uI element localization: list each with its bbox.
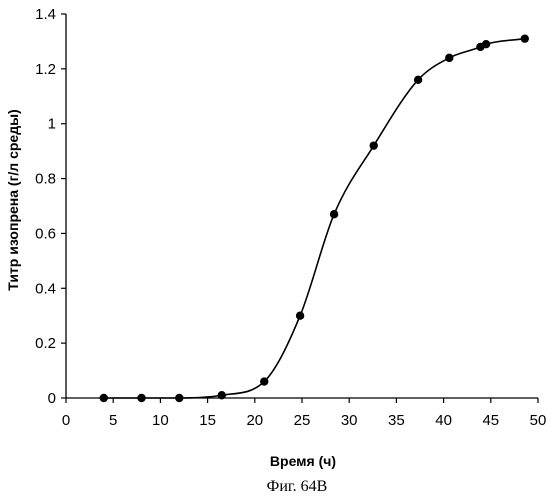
data-point <box>521 34 529 42</box>
y-tick-label: 0.4 <box>35 280 56 297</box>
y-tick-label: 1 <box>48 116 56 133</box>
x-tick-label: 40 <box>435 412 452 429</box>
data-point <box>414 76 422 84</box>
data-point <box>137 394 145 402</box>
x-tick-label: 10 <box>152 412 169 429</box>
x-tick-label: 30 <box>341 412 358 429</box>
data-point <box>370 141 378 149</box>
y-axis-title: Титр изопрена (г/л среды) <box>5 109 21 290</box>
data-point <box>296 312 304 320</box>
x-tick-label: 25 <box>294 412 311 429</box>
data-point <box>218 391 226 399</box>
y-tick-label: 1.4 <box>35 6 56 23</box>
x-tick-label: 35 <box>388 412 405 429</box>
series-line <box>104 39 525 398</box>
data-point <box>482 40 490 48</box>
data-point <box>100 394 108 402</box>
data-point <box>175 394 183 402</box>
x-tick-label: 50 <box>530 412 547 429</box>
y-tick-label: 0.6 <box>35 225 56 242</box>
x-tick-label: 45 <box>482 412 499 429</box>
y-tick-label: 1.2 <box>35 61 56 78</box>
data-point <box>445 54 453 62</box>
x-tick-label: 15 <box>199 412 216 429</box>
data-point <box>260 377 268 385</box>
x-tick-label: 5 <box>109 412 117 429</box>
plot-area: 0 0.2 0.4 0.6 0.8 1 1.2 1.4 0 5 10 15 20 25 30 35 40 45 50 <box>35 6 546 429</box>
x-tick-label: 20 <box>246 412 263 429</box>
y-tick-label: 0.2 <box>35 335 56 352</box>
data-point <box>330 210 338 218</box>
y-tick-label: 0.8 <box>35 171 56 188</box>
figure-caption: Фиг. 64B <box>267 478 328 495</box>
x-axis-title: Время (ч) <box>270 453 336 469</box>
x-tick-label: 0 <box>62 412 70 429</box>
y-tick-label: 0 <box>48 390 56 407</box>
